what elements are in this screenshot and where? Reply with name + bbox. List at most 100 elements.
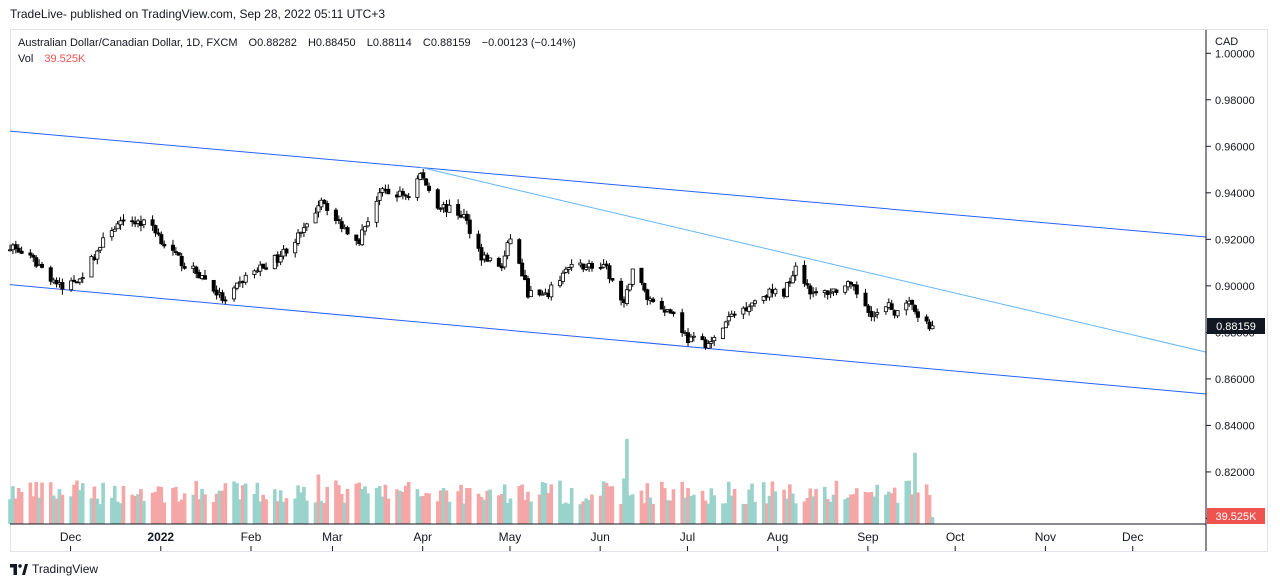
volume-label[interactable]: Vol [18, 53, 34, 65]
volume-bar [48, 482, 53, 524]
volume-bar [665, 500, 670, 524]
candle-body [476, 233, 481, 249]
candle-body [639, 267, 644, 283]
candle-body [179, 255, 184, 267]
volume-bar [628, 495, 632, 524]
volume-bar [421, 495, 426, 524]
candle-body [581, 263, 586, 270]
volume-bar [846, 497, 850, 524]
candle-body [360, 229, 365, 246]
x-axis-ticks[interactable]: Dec 2022 Feb Mar Apr May Jun Jul Aug Sep Oct Nov Dec [60, 530, 1143, 551]
candle-body [325, 203, 330, 211]
trendline-layer[interactable] [9, 130, 1207, 395]
candle-body [496, 258, 501, 267]
volume-bar [19, 492, 24, 524]
footer-brand[interactable]: TradingView [10, 562, 98, 576]
candle-body [170, 244, 175, 251]
trendline-channel-upper [9, 130, 1207, 238]
candle-body [854, 284, 859, 295]
volume-bar [191, 494, 196, 524]
candle-body [354, 234, 359, 241]
candle-body [28, 252, 33, 256]
volume-bar [785, 498, 789, 524]
volume-bar [136, 494, 140, 524]
volume-bar [447, 501, 452, 524]
candle-body [284, 248, 289, 254]
y-axis-ticks[interactable]: 1.00000 0.98000 0.96000 0.94000 0.92000 0.900… [1206, 48, 1255, 525]
volume-bar [174, 486, 178, 524]
candle-body [301, 227, 306, 233]
volume-bar [651, 504, 655, 524]
volume-bar [401, 491, 405, 524]
volume-bar [648, 497, 652, 524]
volume-bar [907, 480, 911, 524]
candle-body [883, 306, 888, 313]
volume-bar [115, 501, 120, 524]
volume-bar [889, 493, 894, 524]
candle-body [322, 199, 327, 205]
volume-bar [875, 484, 879, 524]
volume-bar [831, 494, 836, 524]
volume-bar [520, 484, 524, 524]
volume-bar [467, 488, 472, 524]
volume-bar [133, 495, 137, 524]
volume-bar [54, 498, 59, 524]
candle-body [406, 196, 411, 198]
candle-body [869, 311, 874, 318]
symbol-title[interactable]: Australian Dollar/Canadian Dollar, 1D, F… [18, 37, 238, 49]
volume-bar [549, 484, 554, 524]
volume-bar [726, 481, 731, 524]
volume-bar [485, 490, 490, 524]
candle-body [726, 316, 731, 322]
candle-body [659, 301, 664, 310]
candle-body [502, 255, 507, 268]
volume-bar [238, 499, 242, 524]
volume-bar [339, 493, 344, 524]
volume-bar [98, 504, 103, 524]
chart-legend: Australian Dollar/Canadian Dollar, 1D, F… [18, 35, 576, 67]
candle-body [528, 290, 533, 298]
volume-bar [337, 485, 341, 524]
volume-bar [660, 481, 664, 524]
volume-bar [60, 494, 65, 524]
candle-body [540, 293, 545, 296]
chart-panel[interactable] [10, 29, 1268, 552]
volume-bar [645, 483, 650, 524]
candle-body [537, 289, 542, 296]
volume-bar [747, 489, 751, 524]
volume-bar [619, 503, 623, 524]
volume-bar [709, 488, 714, 524]
candle-body [223, 299, 228, 302]
volume-bar [680, 481, 685, 524]
volume-bar [488, 489, 492, 524]
volume-bar [662, 488, 667, 524]
volume-bar [750, 483, 754, 524]
volume-bar [11, 486, 15, 524]
volume-bar [345, 488, 350, 524]
candle-body [688, 336, 693, 343]
volume-bar [773, 491, 778, 524]
candle-body [549, 284, 554, 298]
candle-body [77, 278, 82, 283]
candle-body [630, 268, 635, 285]
candle-body [34, 257, 39, 267]
volume-bar [543, 483, 548, 524]
volume-bar [80, 483, 85, 524]
volume-bar [607, 486, 612, 524]
volume-bar [406, 481, 411, 524]
candle-body [464, 213, 469, 221]
volume-bar [232, 481, 236, 524]
candle-body [333, 209, 338, 222]
volume-bar [8, 499, 12, 524]
volume-bar [284, 498, 289, 524]
volume-bar [770, 481, 775, 524]
x-tick-label: Dec [60, 530, 81, 544]
candle-body [557, 280, 562, 287]
candle-body [31, 254, 36, 258]
volume-bar [802, 501, 807, 524]
volume-bar [380, 496, 385, 524]
volume-bar [427, 493, 431, 524]
candle-body [447, 204, 452, 213]
candle-body [808, 285, 813, 295]
